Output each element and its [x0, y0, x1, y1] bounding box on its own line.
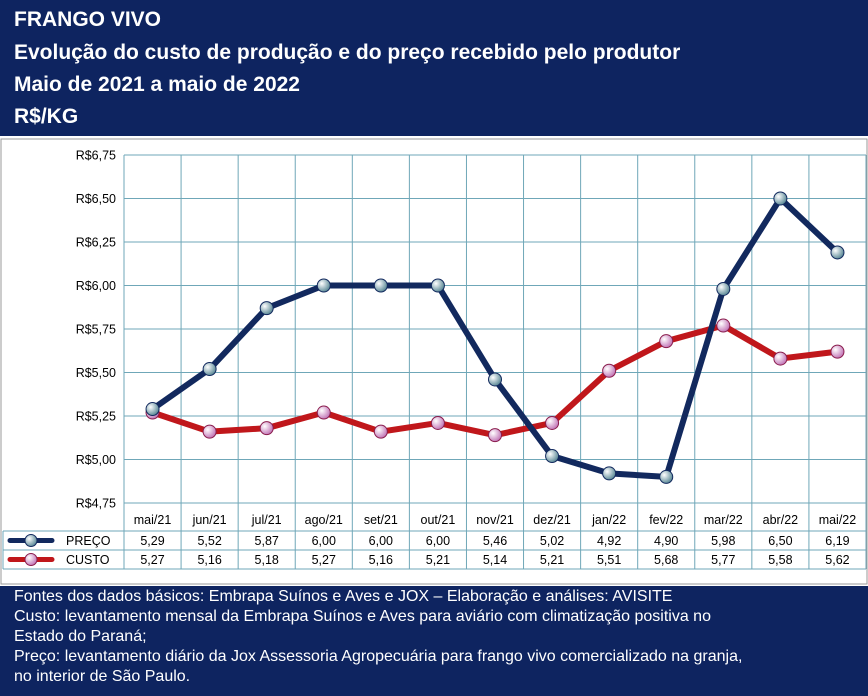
data-label: 5,29 [140, 534, 164, 548]
data-point [830, 344, 845, 359]
data-point [316, 405, 331, 420]
data-label: 4,92 [597, 534, 621, 548]
data-point [488, 428, 502, 443]
data-label: 6,00 [312, 534, 336, 548]
y-tick-label: R$5,50 [76, 366, 116, 380]
sources-footer: Fontes dos dados básicos: Embrapa Suínos… [0, 586, 868, 696]
x-tick-label: jun/21 [192, 513, 227, 527]
data-point [259, 301, 274, 316]
y-tick-label: R$5,25 [76, 410, 116, 424]
data-label: 5,21 [540, 553, 564, 567]
data-point [202, 424, 217, 439]
y-tick-label: R$6,50 [76, 192, 116, 206]
y-tick-label: R$6,00 [76, 279, 116, 293]
data-label: 6,00 [426, 534, 450, 548]
legend-marker-preço [24, 534, 38, 547]
footer-line-4: Preço: levantamento diário da Jox Assess… [14, 648, 743, 665]
y-tick-label: R$5,75 [76, 323, 116, 337]
data-label: 5,16 [369, 553, 393, 567]
y-tick-label: R$6,25 [76, 236, 116, 250]
data-point [830, 245, 845, 260]
legend-marker-custo [24, 553, 38, 566]
x-tick-label: out/21 [421, 513, 456, 527]
data-point [659, 334, 674, 349]
chart-period: Maio de 2021 a maio de 2022 [14, 73, 300, 96]
chart-unit: R$/KG [14, 105, 79, 128]
data-point [545, 415, 560, 430]
legend-label: CUSTO [66, 553, 110, 567]
y-tick-label: R$5,00 [76, 453, 116, 467]
data-label: 5,98 [711, 534, 735, 548]
x-tick-label: dez/21 [533, 513, 571, 527]
y-tick-label: R$4,75 [76, 497, 116, 511]
x-tick-label: set/21 [364, 513, 398, 527]
series-custo [145, 318, 845, 443]
chart-subtitle: Evolução do custo de produção e do preço… [14, 41, 681, 64]
chart-header: FRANGO VIVO Evolução do custo de produçã… [0, 0, 868, 136]
data-point [202, 362, 217, 377]
data-label: 6,19 [825, 534, 849, 548]
data-point [430, 415, 445, 430]
data-label: 6,50 [768, 534, 792, 548]
data-label: 5,87 [255, 534, 279, 548]
data-point [716, 281, 731, 296]
data-label: 5,46 [483, 534, 507, 548]
data-point [316, 278, 331, 293]
data-label: 5,18 [255, 553, 279, 567]
chart-title: FRANGO VIVO [14, 8, 162, 31]
data-label: 5,52 [197, 534, 221, 548]
data-point [373, 424, 388, 439]
series-preço [145, 191, 845, 484]
data-label: 5,27 [140, 553, 164, 567]
data-point [773, 191, 788, 206]
data-label: 5,62 [825, 553, 849, 567]
x-tick-label: jul/21 [251, 513, 282, 527]
y-tick-label: R$6,75 [76, 149, 116, 163]
data-point [659, 469, 674, 484]
legend-label: PREÇO [66, 534, 111, 548]
x-tick-label: mai/21 [134, 513, 172, 527]
data-label: 6,00 [369, 534, 393, 548]
data-label: 5,02 [540, 534, 564, 548]
data-point [773, 351, 788, 366]
x-tick-label: fev/22 [649, 513, 683, 527]
data-label: 5,51 [597, 553, 621, 567]
x-tick-label: jan/22 [591, 513, 626, 527]
footer-line-2: Custo: levantamento mensal da Embrapa Su… [14, 608, 711, 625]
x-tick-label: abr/22 [763, 513, 798, 527]
x-tick-label: ago/21 [305, 513, 343, 527]
data-point [545, 449, 560, 464]
data-label: 5,27 [312, 553, 336, 567]
data-label: 5,68 [654, 553, 678, 567]
data-point [602, 466, 617, 481]
data-label: 5,21 [426, 553, 450, 567]
x-tick-label: mar/22 [704, 513, 743, 527]
data-label: 5,77 [711, 553, 735, 567]
data-point [716, 318, 731, 333]
data-label: 4,90 [654, 534, 678, 548]
data-label: 5,16 [197, 553, 221, 567]
data-point [259, 421, 274, 436]
data-point [602, 363, 617, 378]
data-point [373, 278, 388, 293]
footer-line-5: no interior de São Paulo. [14, 668, 191, 685]
x-tick-label: nov/21 [476, 513, 514, 527]
footer-line-3: Estado do Paraná; [14, 628, 147, 645]
chart-frame [0, 138, 868, 585]
data-point [488, 372, 502, 387]
grid [123, 154, 867, 504]
footer-line-1: Fontes dos dados básicos: Embrapa Suínos… [14, 588, 673, 605]
data-label: 5,14 [483, 553, 507, 567]
data-label: 5,58 [768, 553, 792, 567]
line-chart: R$6,75 R$6,50 R$6,25 R$6,00 R$5,75 R$5,50 R$5,… [0, 138, 868, 585]
data-point [430, 278, 445, 293]
x-tick-label: mai/22 [819, 513, 857, 527]
data-point [145, 402, 160, 417]
